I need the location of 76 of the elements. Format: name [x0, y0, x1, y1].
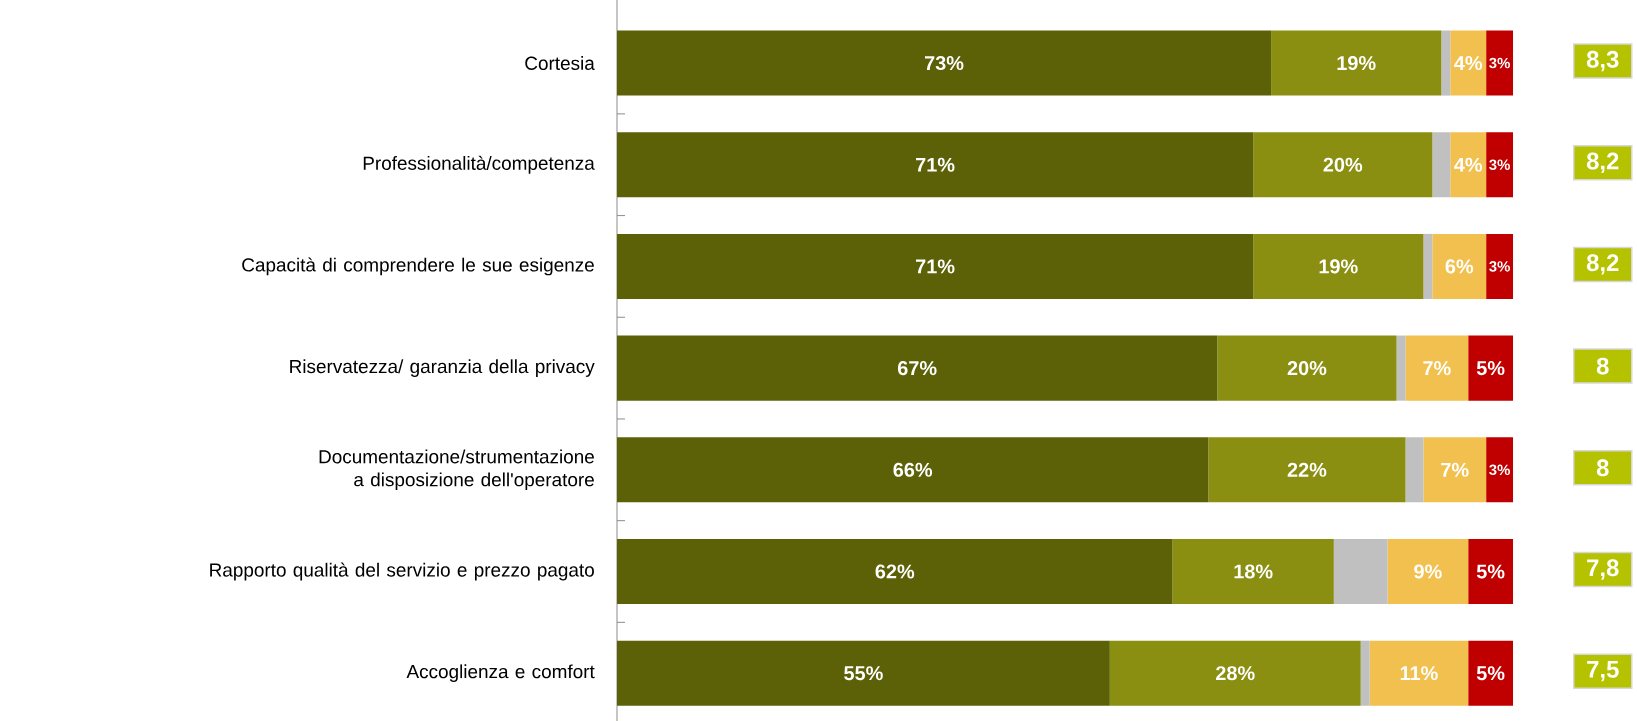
text: 8: [1596, 357, 1609, 375]
bar: [1486, 233, 1514, 299]
data-label: 5%: [1476, 666, 1505, 681]
data-label: 62%: [875, 564, 915, 579]
y-tick-label: Riservatezza/ garanzia della privacy: [290, 359, 595, 377]
data-label: 9%: [1414, 564, 1442, 579]
bar: [1333, 538, 1388, 605]
bar: [1208, 437, 1406, 503]
data-label: 71%: [916, 157, 955, 172]
data-label: 55%: [844, 666, 883, 681]
y-tick-label: Cortesia: [525, 56, 595, 70]
bar: [1450, 30, 1487, 96]
data-label: 5%: [1476, 361, 1505, 376]
bar: [1468, 335, 1514, 401]
data-label: 67%: [897, 361, 937, 376]
bar: [1172, 538, 1334, 605]
data-label: 19%: [1337, 55, 1376, 71]
text: 8,3: [1586, 50, 1619, 72]
bar: [1271, 30, 1442, 96]
bar: [1423, 233, 1433, 299]
bar: [1369, 640, 1469, 706]
data-label: 6%: [1445, 259, 1474, 274]
bar: [1486, 30, 1514, 96]
data-label: 3%: [1489, 464, 1510, 476]
data-label: 28%: [1216, 666, 1255, 681]
bar: [1450, 132, 1487, 198]
data-label: 22%: [1287, 462, 1327, 477]
data-label: 11%: [1400, 666, 1438, 681]
bar: [1423, 437, 1487, 503]
bar: [1387, 538, 1469, 605]
text: 8: [1596, 459, 1609, 477]
bar: [1486, 437, 1514, 503]
data-label: 19%: [1319, 259, 1358, 274]
bar: [1253, 233, 1424, 299]
bar: [617, 30, 1272, 96]
bar: [617, 640, 1110, 706]
bar: [1217, 335, 1397, 401]
data-label: 5%: [1476, 564, 1505, 579]
bar: [1360, 640, 1370, 706]
bar: [1441, 30, 1451, 96]
bar: [617, 538, 1173, 605]
text: 8,2: [1586, 254, 1619, 275]
data-label: 4%: [1454, 56, 1483, 71]
text: 7,5: [1587, 661, 1619, 682]
data-label: 66%: [893, 462, 933, 477]
data-label: 7%: [1441, 462, 1469, 477]
y-tick-label: Rapporto qualità del servizio e prezzo pagato: [210, 562, 594, 581]
bar: [617, 233, 1254, 299]
data-label: 18%: [1234, 564, 1273, 579]
data-label: 20%: [1323, 157, 1363, 172]
data-label: 20%: [1287, 361, 1327, 376]
data-label: 4%: [1454, 157, 1483, 172]
data-label: 7%: [1423, 361, 1451, 376]
data-label: 3%: [1489, 57, 1510, 69]
data-label: 71%: [916, 259, 955, 274]
bar: [1432, 132, 1451, 198]
data-label: 73%: [924, 55, 964, 71]
y-tick-label: Accoglienza e comfort: [406, 664, 595, 683]
bar: [1405, 335, 1469, 401]
bar: [617, 132, 1254, 198]
bar: [1253, 132, 1433, 198]
bar: [1468, 538, 1514, 605]
data-label: 3%: [1489, 159, 1510, 171]
bar: [1468, 640, 1514, 706]
bar: [1109, 640, 1361, 706]
bar: [1432, 233, 1487, 299]
y-tick-label: Documentazione/strumentazione a disposizione dell'operatore: [319, 449, 594, 491]
bar: [617, 335, 1218, 401]
text: 8,2: [1586, 152, 1619, 173]
y-tick-label: Capacità di comprendere le sue esigenze: [242, 257, 594, 276]
bar: [1486, 132, 1514, 198]
data-label: 3%: [1489, 261, 1510, 272]
bar: [617, 437, 1209, 503]
text: 7,8: [1587, 559, 1619, 580]
bar: [1405, 437, 1424, 503]
y-tick-label: Professionalità/competenza: [363, 155, 595, 174]
